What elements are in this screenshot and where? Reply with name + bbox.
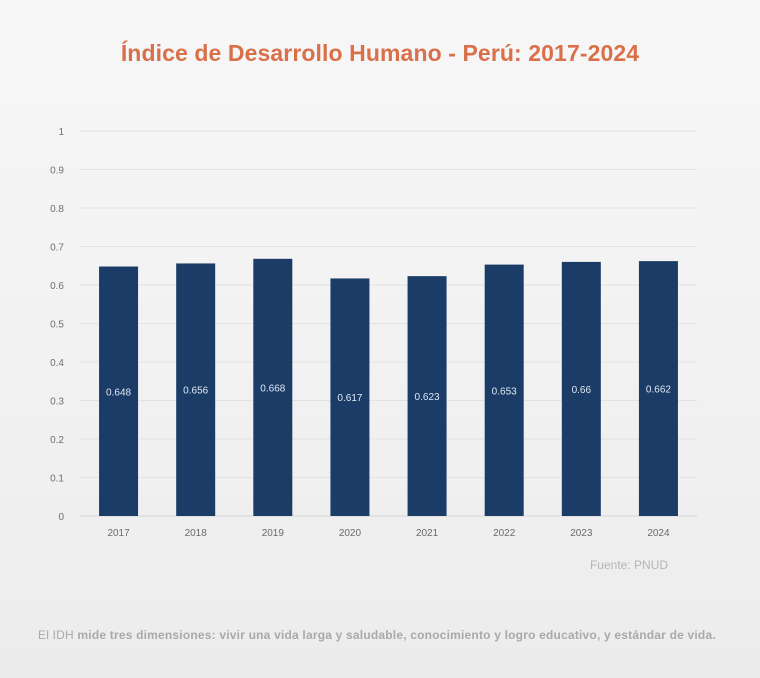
x-tick-label: 2021 xyxy=(416,528,439,539)
x-tick-label: 2022 xyxy=(493,528,516,539)
bar-chart: 0 0.1 0.2 0.3 0.4 0.5 0.6 0.7 0.8 0.9 1 0.648 0.656… xyxy=(50,127,697,539)
y-tick-label: 0.2 xyxy=(50,435,64,446)
y-tick-label: 0.5 xyxy=(50,320,64,331)
chart-title: Índice de Desarrollo Humano - Perú: 2017… xyxy=(120,40,640,66)
data-label: 0.623 xyxy=(415,392,440,403)
footnote-lead: El IDH xyxy=(38,628,74,642)
data-label: 0.617 xyxy=(337,393,362,404)
data-label: 0.662 xyxy=(646,385,671,396)
data-label: 0.66 xyxy=(572,385,592,396)
data-labels: 0.648 0.656 0.668 0.617 0.623 0.653 0.66 0.662 xyxy=(106,383,671,404)
x-tick-label: 2023 xyxy=(570,528,593,539)
y-tick-label: 0.6 xyxy=(50,281,64,292)
data-label: 0.668 xyxy=(260,383,285,394)
bar xyxy=(176,263,216,516)
bar xyxy=(330,278,370,516)
y-tick-label: 0.1 xyxy=(50,474,64,485)
y-tick-label: 0 xyxy=(58,512,64,523)
y-tick-label: 0.9 xyxy=(50,166,64,177)
bar xyxy=(484,264,524,516)
x-axis-ticks: 2017 2018 2019 2020 2021 2022 2023 2024 xyxy=(107,528,670,539)
gridlines xyxy=(80,130,697,517)
y-tick-label: 0.8 xyxy=(50,204,64,215)
bar xyxy=(253,258,293,516)
y-tick-label: 0.4 xyxy=(50,358,64,369)
x-tick-label: 2018 xyxy=(185,528,208,539)
data-label: 0.648 xyxy=(106,387,131,398)
x-tick-label: 2017 xyxy=(107,528,130,539)
x-tick-label: 2020 xyxy=(339,528,362,539)
source-note: Fuente: PNUD xyxy=(589,558,668,572)
y-axis-ticks: 0 0.1 0.2 0.3 0.4 0.5 0.6 0.7 0.8 0.9 1 xyxy=(50,127,64,523)
bar xyxy=(561,261,601,516)
y-tick-label: 1 xyxy=(58,127,64,138)
y-tick-label: 0.7 xyxy=(50,243,64,254)
data-label: 0.656 xyxy=(183,386,208,397)
bar xyxy=(407,276,447,516)
footnote: El IDH mide tres dimensiones: vivir una … xyxy=(38,626,728,644)
y-tick-label: 0.3 xyxy=(50,397,64,408)
bar xyxy=(99,266,139,516)
bars xyxy=(99,258,678,516)
x-tick-label: 2019 xyxy=(262,528,285,539)
x-tick-label: 2024 xyxy=(647,528,670,539)
bar xyxy=(638,261,678,516)
footnote-text: mide tres dimensiones: vivir una vida la… xyxy=(73,628,716,642)
data-label: 0.653 xyxy=(492,386,517,397)
